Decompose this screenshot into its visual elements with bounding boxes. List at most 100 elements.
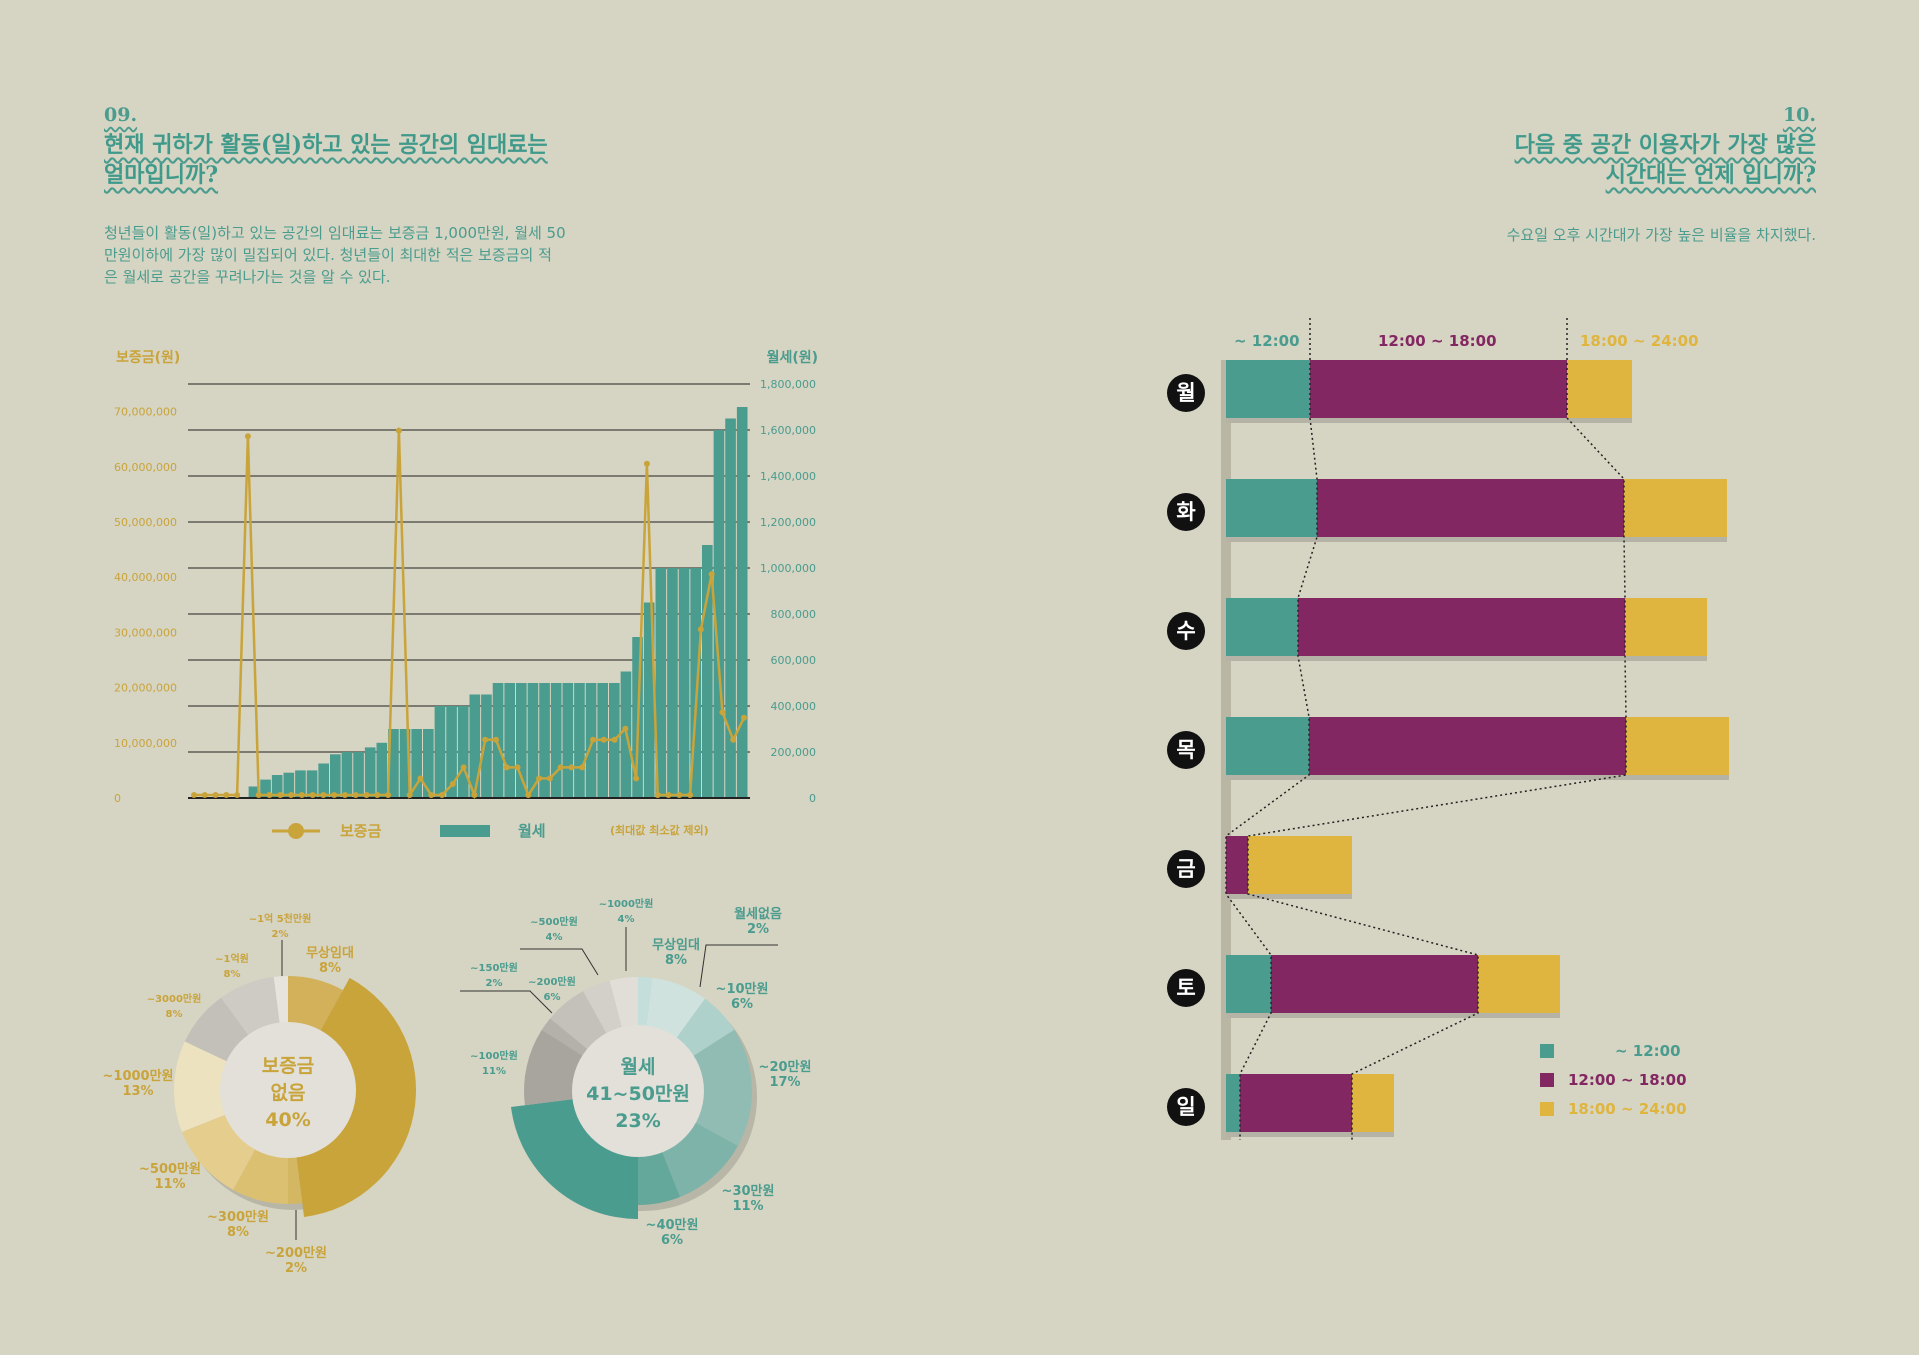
weekday-label: 수 [1176,619,1195,643]
rent-bar [678,568,690,798]
rent-bar [481,694,492,798]
weekday-label: 토 [1176,976,1195,1000]
deposit-point [191,792,197,798]
q10-title-line: 다음 중 공간 이용자가 가장 많은 [1514,132,1816,158]
rent-bar [388,729,399,798]
q9-description: 청년들이 활동(일)하고 있는 공간의 임대료는 보증금 1,000만원, 월세… [104,222,566,288]
rent-bar [248,786,260,798]
rent-donut-chart: 월세41~50만원23%월세없음2%무상임대8%~10만원6%~20만원17%~… [460,897,811,1248]
donut-slice [524,1029,584,1106]
y-right-tick-label: 800,000 [771,608,817,621]
weekday-label: 금 [1176,857,1195,881]
rent-bar [423,729,434,798]
y-right-tick-label: 200,000 [771,746,817,759]
legend-label: 18:00 ~ 24:00 [1568,1100,1687,1118]
y-right-tick-label: 1,800,000 [760,378,816,391]
legend-line-marker [288,823,304,839]
donut-slice-label: 무상임대 [306,946,354,961]
donut-slice-label: ~30만원 [722,1183,775,1199]
legend-swatch [1540,1073,1554,1087]
donut-center [572,1025,704,1157]
deposit-point [449,780,456,787]
rent-bar [457,706,469,798]
donut-center-label: 40% [265,1109,310,1131]
rent-bar [643,602,655,798]
donut-slice-label: ~1억원 [215,952,249,965]
time-segment-bar [1567,360,1632,418]
deposit-point [406,792,413,798]
q10-number: 10. [1782,104,1816,126]
time-segment-bar [1317,479,1624,537]
donut-slice-label: ~1000만원 [103,1068,174,1084]
rent-bar [702,545,713,798]
time-segment-bar [1226,360,1310,418]
y-left-tick-label: 20,000,000 [114,682,177,695]
donut-slice-percent: 8% [319,961,341,976]
deposit-point [482,736,489,743]
time-segment-bar [1226,717,1309,775]
y-right-tick-label: 1,400,000 [760,470,816,483]
donut-slice [609,977,638,1030]
donut-slice-percent: 8% [665,953,687,968]
y-right-tick-label: 400,000 [771,700,817,713]
deposit-point [741,714,747,721]
deposit-point [320,792,327,798]
weekday-label: 월 [1176,381,1195,405]
deposit-point [676,792,683,798]
rent-bar [527,683,539,798]
legend-bar-swatch [440,825,490,837]
weekday-label: 화 [1176,500,1196,524]
donut-slice [692,1029,752,1146]
leader-line [699,944,778,988]
time-segment-bar [1626,717,1729,775]
boundary-line-morning [1225,318,1318,1140]
donut-slice [220,976,280,1037]
donut-slice-label: ~1000만원 [599,897,654,910]
y-right-tick-label: 0 [809,792,816,805]
donut-slice [646,977,706,1040]
y-left-tick-label: 10,000,000 [114,737,177,750]
donut-slice-label: 무상임대 [652,938,700,953]
y-right-tick-label: 1,200,000 [760,516,816,529]
rent-bar [260,779,271,798]
donut-slice-label: ~3000만원 [147,992,202,1005]
donut-slice-label: ~300만원 [207,1209,269,1225]
bar-shadow [1226,1013,1560,1018]
time-column-header: ~ 12:00 [1234,332,1300,350]
donut-slice [541,1018,589,1057]
deposit-point [611,736,618,743]
donut-slice-percent: 6% [544,992,561,1003]
legend-swatch [1540,1102,1554,1116]
donut-slice-percent: 2% [285,1261,307,1276]
time-segment-bar [1226,479,1317,537]
q9-title-line: 얼마입니까? [104,162,219,188]
rent-bar [330,754,341,798]
bar-shadow [1226,537,1727,542]
donut-slice [273,976,288,1025]
rent-bar [341,752,353,798]
legend-swatch [1540,1044,1554,1058]
donut-slice-percent: 8% [166,1009,183,1020]
deposit-point [514,764,521,771]
donut-slice [296,977,416,1217]
y-right-tick-label: 1,600,000 [760,424,816,437]
deposit-point [352,792,359,798]
deposit-point [579,764,586,771]
deposit-point [687,792,694,798]
q9-description-line: 만원이하에 가장 많이 밀집되어 있다. 청년들이 최대한 적은 보증금의 적 [104,246,552,264]
weekday-badge [1167,612,1205,650]
deposit-point [525,792,532,798]
deposit-point [622,725,629,732]
deposit-point [600,736,607,743]
y-right-tick-label: 1,000,000 [760,562,816,575]
donut-slice-percent: 2% [486,978,503,989]
y-right-tick-label: 600,000 [771,654,817,667]
deposit-point [341,792,348,798]
bar-shadow [1226,418,1632,423]
q10-description: 수요일 오후 시간대가 가장 높은 비율을 차지했다. [1506,226,1816,244]
donut-slice-percent: 6% [731,997,753,1012]
rent-bar [318,763,329,798]
deposit-point [363,792,370,798]
weekday-badge [1167,731,1205,769]
legend-note: (최대값 최소값 제외) [610,823,709,837]
